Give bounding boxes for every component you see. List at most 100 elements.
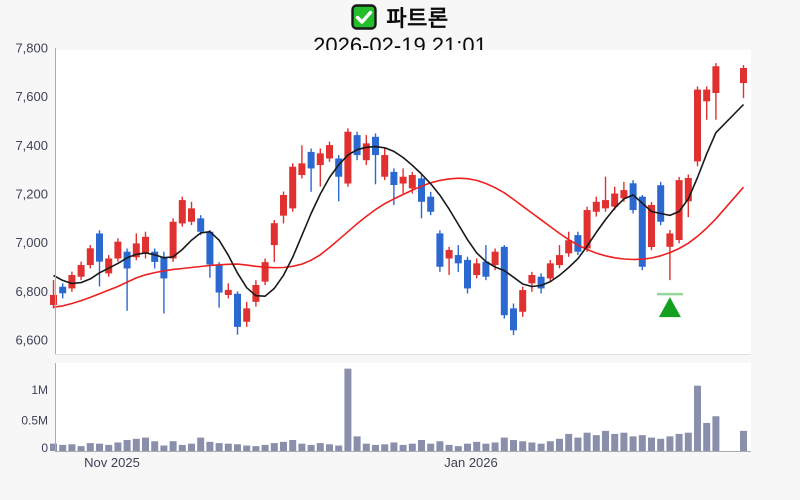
candle-body (316, 153, 324, 166)
volume-bar (307, 444, 315, 451)
candle-body (473, 263, 481, 276)
x-axis-labels: Nov 2025 Jan 2026 (84, 455, 498, 470)
candle-body (611, 193, 619, 207)
candle-wick (163, 251, 165, 314)
volume-bar (510, 440, 517, 451)
volume-bar (500, 437, 508, 451)
candle-body (648, 204, 655, 248)
candle-body (500, 246, 508, 316)
candle-wick (301, 145, 303, 179)
price-panel (55, 50, 751, 354)
candle-body (602, 200, 609, 209)
volume-bar (96, 443, 103, 451)
volume-bar (592, 435, 600, 451)
month-label: Nov 2025 (84, 455, 140, 470)
candle-body (197, 218, 205, 232)
candle-body (694, 89, 701, 162)
candle-body (556, 255, 563, 266)
candle-body (169, 221, 177, 259)
volume-bar (298, 443, 306, 451)
price-tick-labels: 7,800 7,600 7,400 7,200 7,000 6,800 6,600 (15, 41, 48, 348)
volume-bar (436, 441, 444, 451)
volume-bar (390, 442, 398, 451)
candle-wick (448, 246, 450, 276)
price-tick-label: 7,200 (15, 187, 48, 202)
candle-body (703, 89, 711, 102)
candle-body (427, 196, 435, 212)
candle-wick (669, 230, 671, 281)
candle-body (298, 163, 306, 176)
candle-body (399, 176, 407, 184)
volume-bar (427, 443, 435, 451)
candle-body (592, 201, 600, 212)
price-tick-label: 7,800 (15, 41, 48, 56)
volume-bar (123, 440, 131, 451)
candle-body (59, 286, 67, 294)
volume-bar (215, 443, 223, 451)
candle-wick (393, 168, 395, 205)
volume-tick-label: 0 (41, 441, 48, 455)
volume-bar (602, 430, 609, 451)
volume-bar (68, 444, 76, 451)
candle-body (491, 251, 499, 266)
volume-bar (344, 368, 352, 451)
candle-body (243, 308, 251, 322)
candle-body (86, 248, 94, 266)
candle-body (583, 210, 591, 249)
volume-bar (694, 385, 701, 451)
candle-wick (338, 155, 340, 202)
candle-body (270, 223, 278, 246)
ma-fast-line (53, 103, 745, 297)
candle-body (114, 241, 122, 259)
volume-bar (418, 440, 425, 451)
candle-body (454, 255, 462, 264)
candle-wick (374, 133, 377, 185)
candle-body (142, 236, 149, 254)
volume-bar (712, 416, 720, 451)
candle-body (105, 258, 113, 274)
volume-bar (289, 440, 297, 451)
volume-bar (399, 444, 407, 451)
volume-bar (243, 445, 251, 451)
volume-bar (252, 446, 260, 451)
volume-bar (445, 444, 453, 451)
candle-body (252, 285, 260, 302)
volume-bar (353, 436, 361, 451)
volume-tick-label: 0.5M (21, 414, 48, 428)
candle-body (418, 178, 425, 202)
volume-bar (381, 444, 389, 451)
volume-bar (703, 422, 711, 451)
volume-bar (611, 433, 619, 451)
volume-bar (556, 438, 563, 451)
candle-body (96, 233, 103, 262)
volume-bar (648, 437, 655, 451)
volume-bar (86, 443, 94, 451)
volume-bar (270, 443, 278, 451)
candle-wick (126, 248, 128, 311)
candle-body (574, 235, 582, 252)
volume-bar (473, 441, 481, 451)
candle-body (206, 231, 214, 265)
stock-name: 파트론 (386, 6, 449, 31)
candle-body (224, 289, 232, 295)
candle-body (436, 233, 444, 267)
candle-body (482, 261, 490, 277)
candle-wick (319, 148, 321, 187)
candle-body (445, 249, 453, 259)
buy-triangle-marker (658, 297, 681, 318)
volume-bar (178, 444, 186, 451)
month-label: Jan 2026 (444, 455, 498, 470)
candle-body (123, 251, 131, 269)
volume-bar (454, 446, 462, 451)
candle-body (629, 183, 637, 211)
volume-bar (335, 445, 343, 451)
candle-body (132, 243, 140, 258)
volume-bar (105, 444, 113, 451)
candle-body (528, 275, 536, 284)
volume-bar (583, 432, 591, 451)
ma-slow-line (53, 177, 745, 308)
volume-bar (491, 442, 499, 451)
candle-body (215, 264, 223, 293)
